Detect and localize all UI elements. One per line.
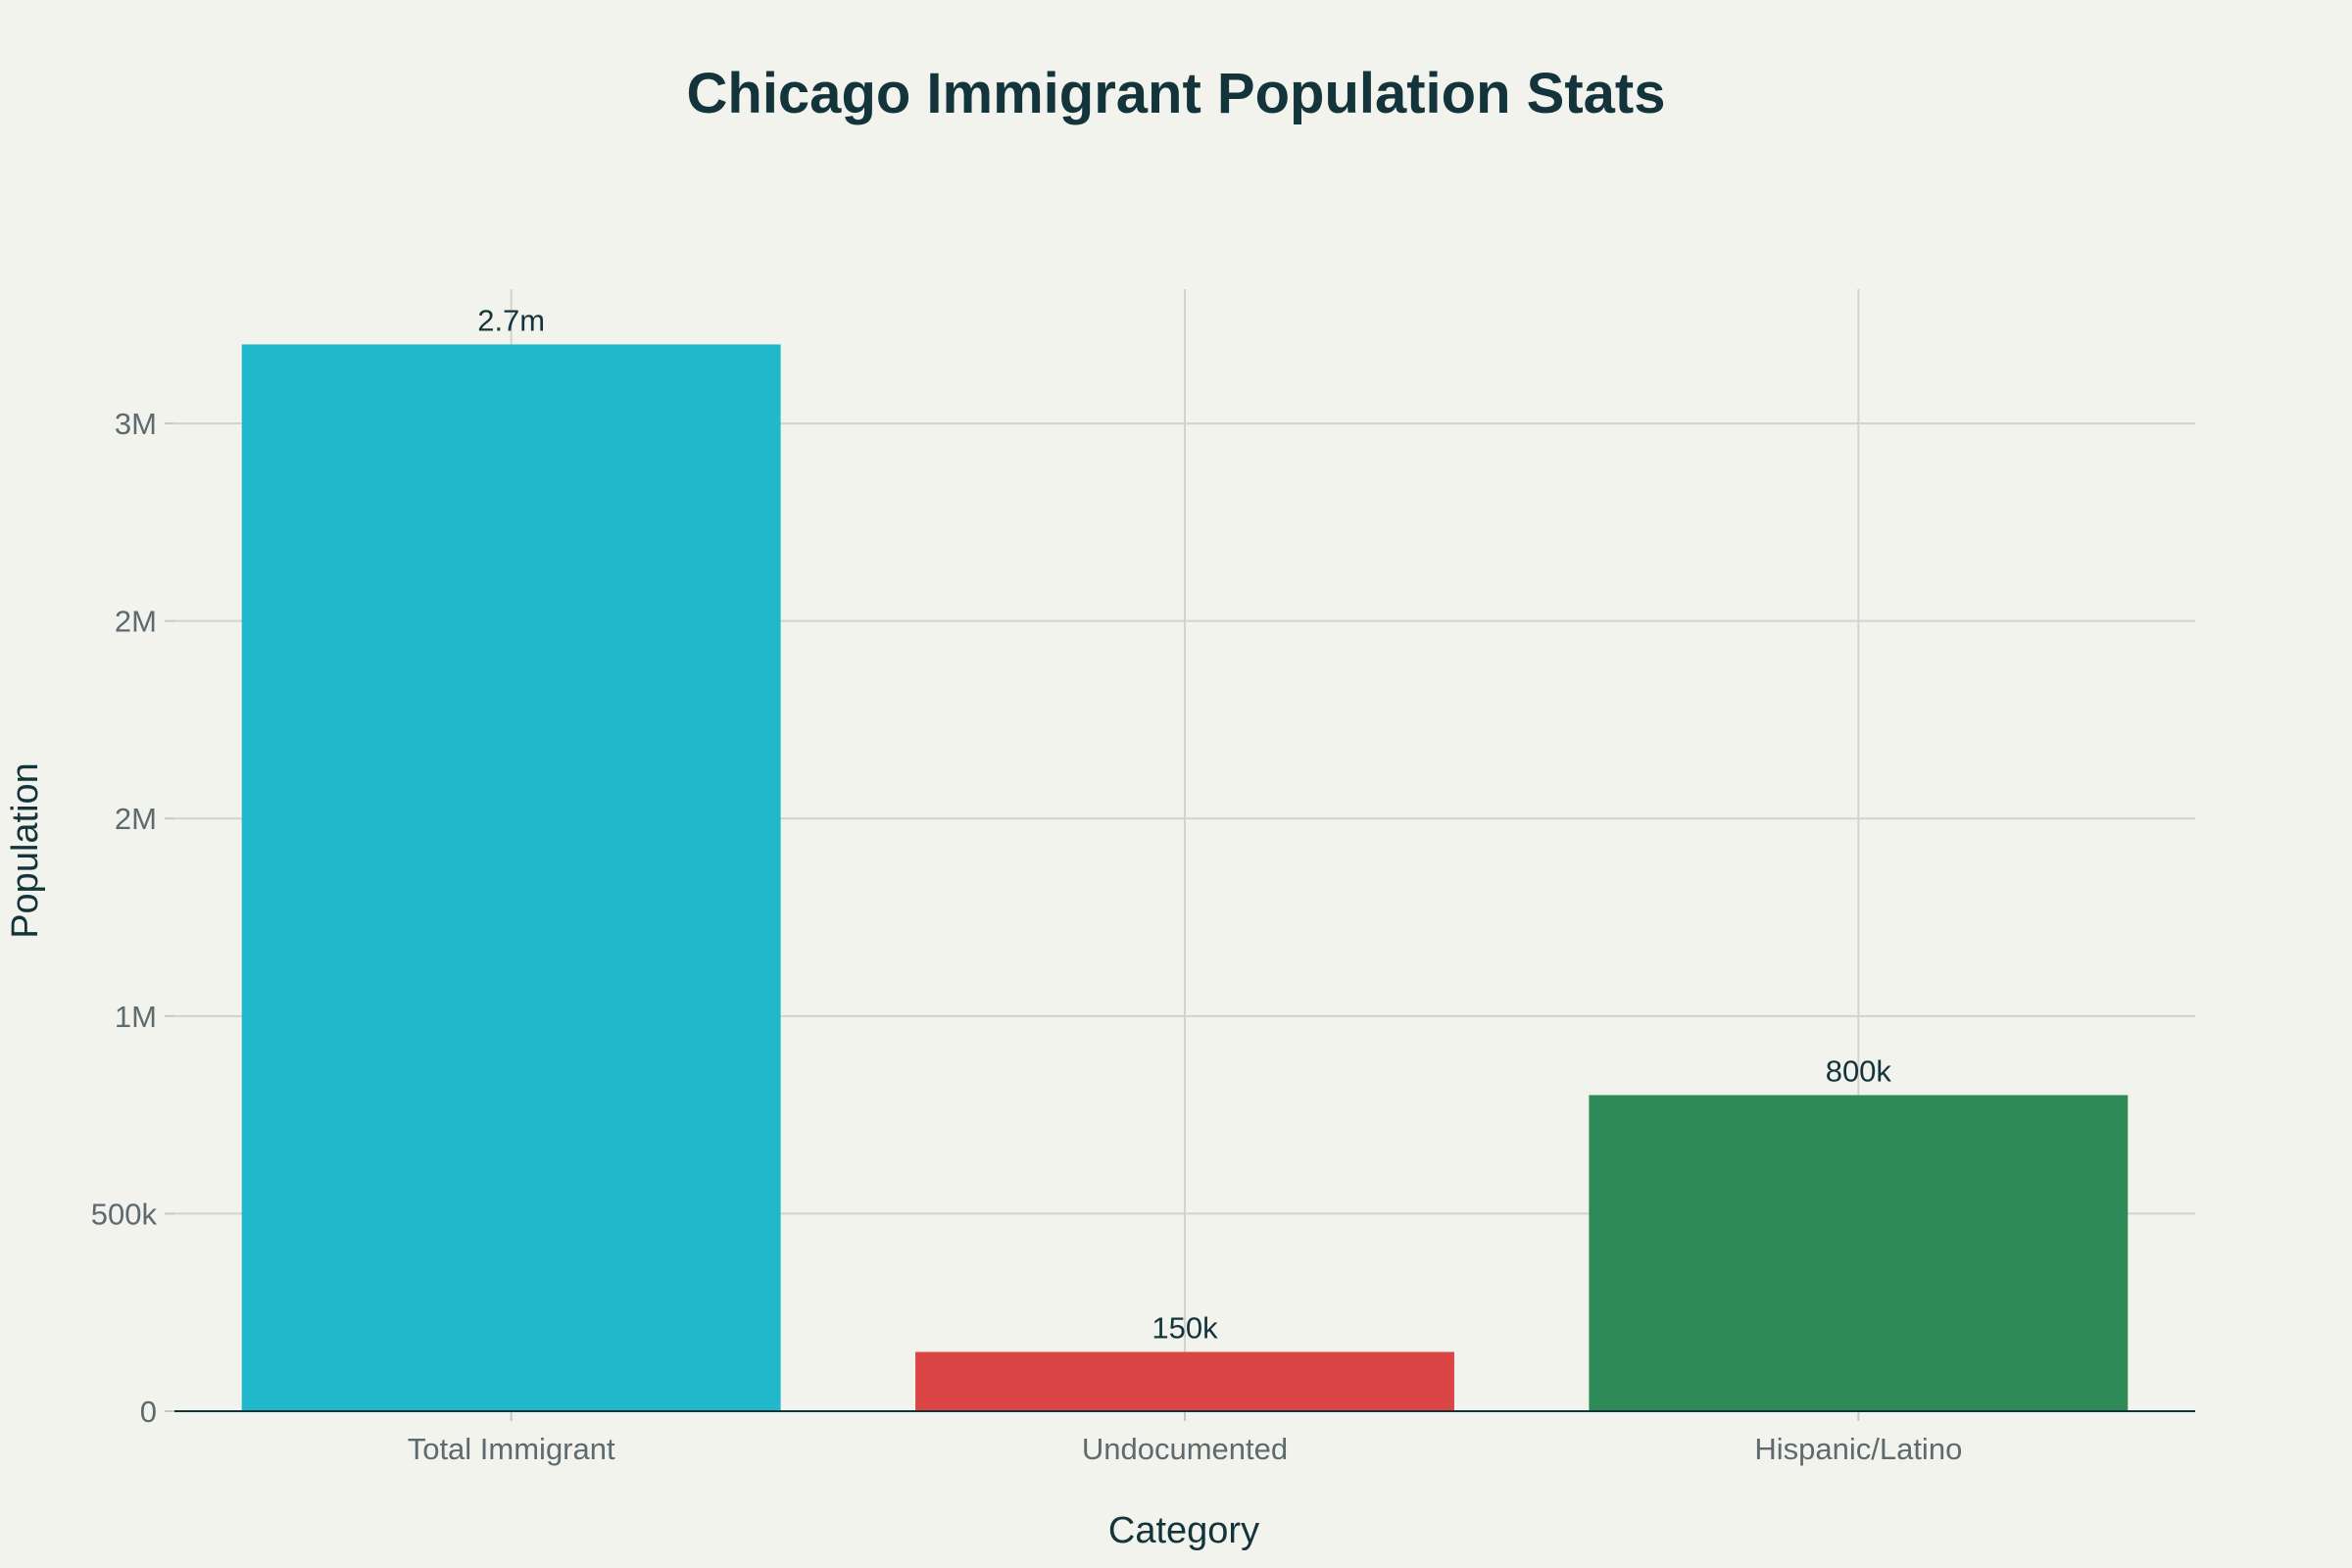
- bar: [915, 1351, 1454, 1411]
- x-tick-label: Total Immigrant: [408, 1432, 615, 1466]
- bar-data-label: 2.7m: [477, 303, 545, 337]
- x-axis-title: Category: [1108, 1510, 1259, 1551]
- y-axis-title: Population: [5, 762, 46, 939]
- y-tick-label: 1M: [115, 1000, 157, 1034]
- labels: 0 500k 1M 2M 2M 3M 2.7m Total Immigrant 150k Undo…: [91, 303, 1963, 1466]
- y-tick-label: 2M: [115, 605, 157, 639]
- chart-title: Chicago Immigrant Population Stats: [687, 62, 1666, 125]
- bars: [241, 344, 2129, 1412]
- x-tick-label: Hispanic/Latino: [1754, 1432, 1962, 1466]
- bar-data-label: 150k: [1152, 1311, 1218, 1346]
- bar: [1589, 1095, 2129, 1411]
- y-tick-label: 0: [140, 1395, 157, 1429]
- y-tick-label: 3M: [115, 407, 157, 441]
- x-tick-label: Undocumented: [1082, 1432, 1288, 1466]
- axes: [165, 422, 2195, 1421]
- bar-data-label: 800k: [1826, 1054, 1892, 1088]
- y-tick-label: 500k: [91, 1197, 158, 1231]
- y-tick-label: 2M: [115, 802, 157, 836]
- bar: [241, 344, 781, 1412]
